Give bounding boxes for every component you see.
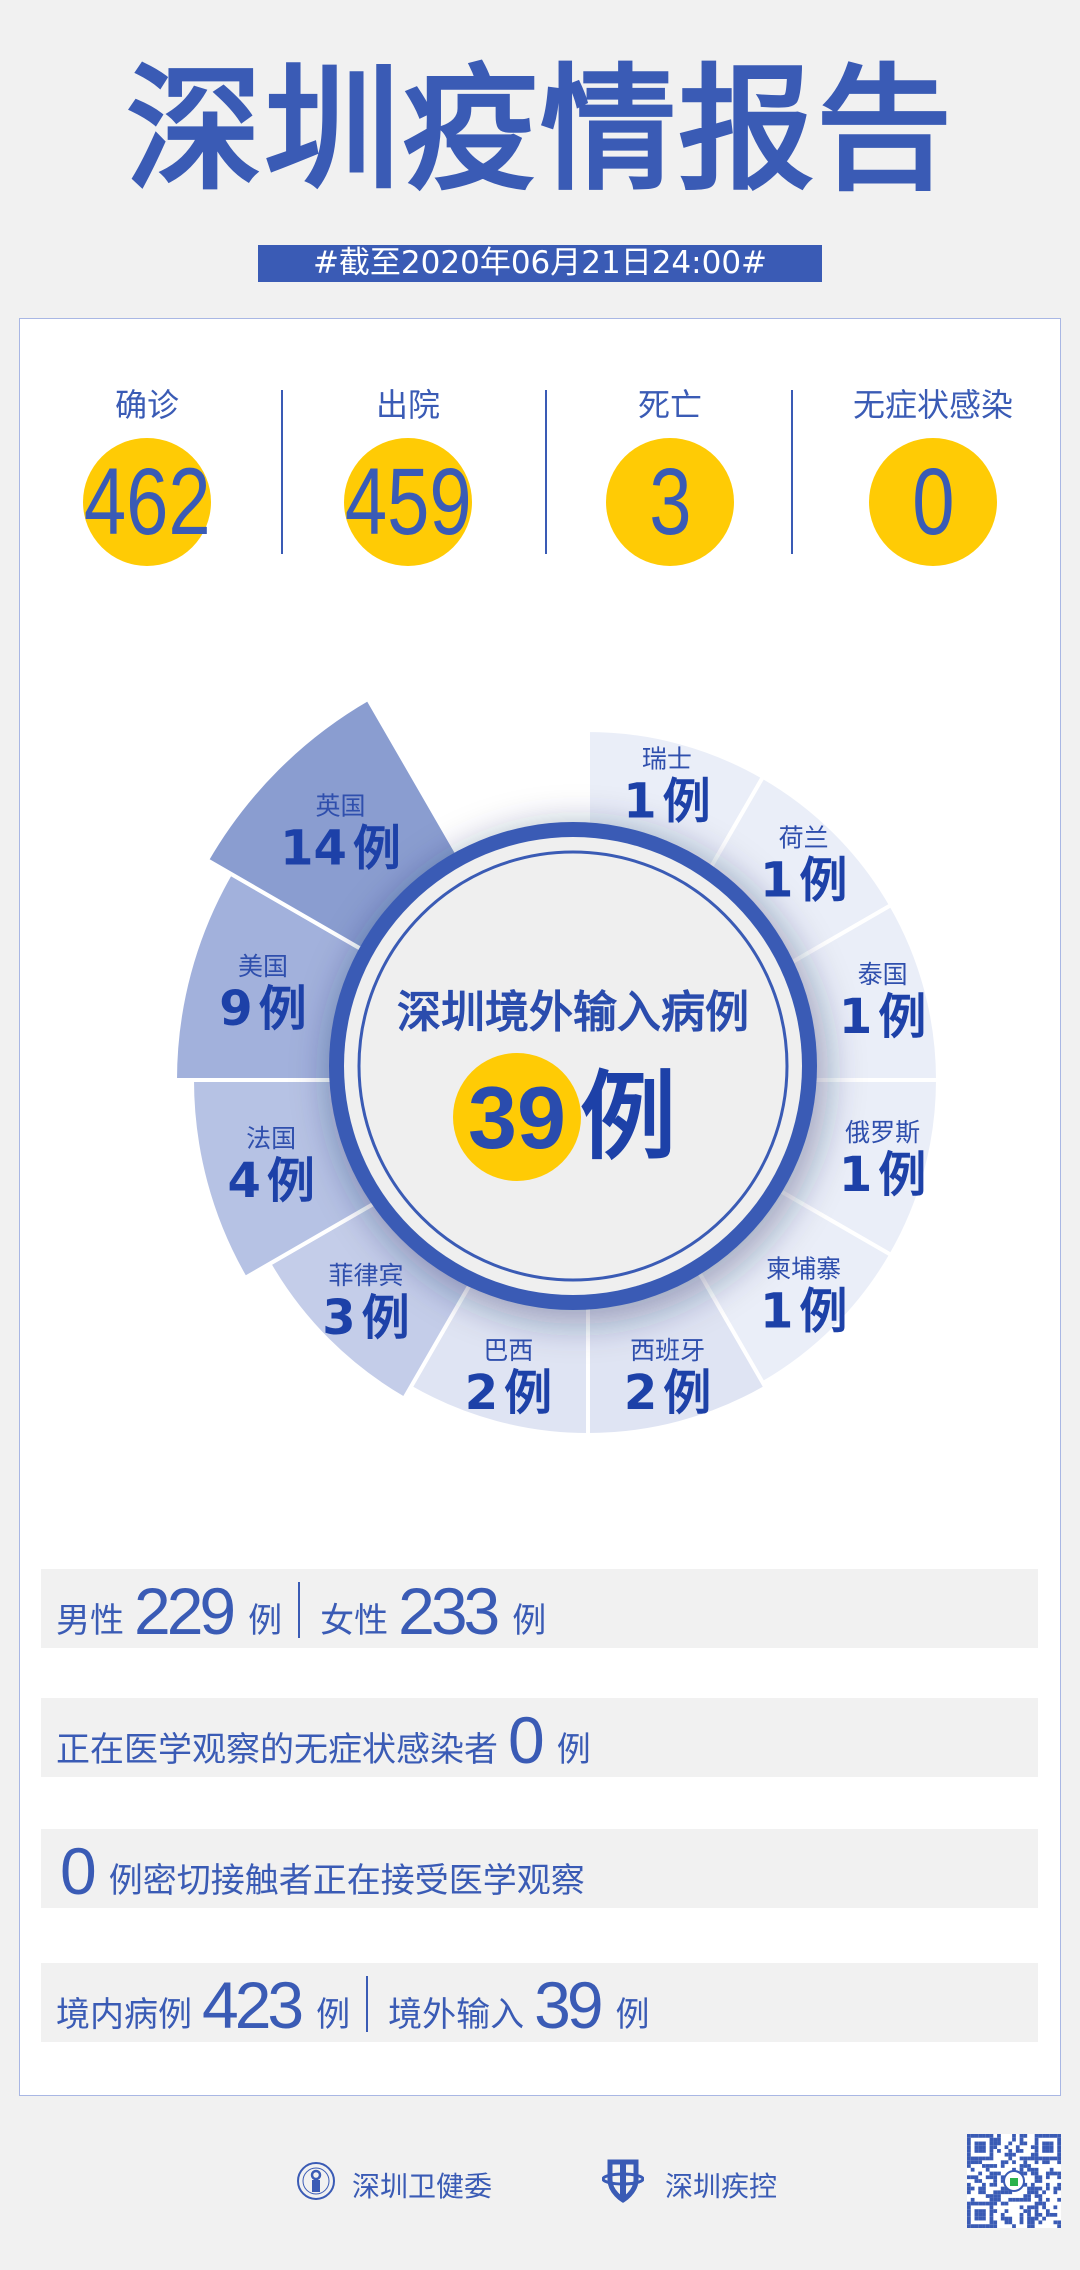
segment-country-label: 法国: [246, 1124, 296, 1153]
segment-value: 2: [465, 1365, 498, 1421]
total-badge: [453, 1053, 581, 1181]
segment-country-label: 瑞士: [642, 744, 692, 773]
qr-code-icon[interactable]: [967, 2134, 1061, 2228]
segment-unit: 例: [799, 852, 847, 908]
summary-label: 境外输入: [388, 1995, 525, 2035]
stat-value-deaths: 3: [648, 448, 692, 555]
summary-row: 正在医学观察的无症状感染者 0 例: [41, 1698, 1038, 1777]
summary-unit: 例: [248, 1601, 283, 1641]
segment-country-label: 荷兰: [779, 823, 829, 852]
segment-unit: 例: [259, 981, 307, 1037]
summary-label: 境内病例: [56, 1995, 192, 2035]
summary-num: 0: [60, 1833, 97, 1908]
stat-value-asymptomatic: 0: [911, 448, 955, 555]
summary-label: 正在医学观察的无症状感染者: [56, 1730, 498, 1770]
summary-unit: 例: [556, 1730, 591, 1770]
stat-label-deaths: 死亡: [637, 386, 702, 424]
summary-num: 39: [534, 1967, 603, 2042]
page-title: 深圳疫情报告: [126, 52, 954, 210]
stat-badge-deaths: 3: [606, 438, 734, 566]
segment-unit: 例: [504, 1365, 552, 1421]
segment-unit: 例: [878, 1147, 926, 1203]
segment-country-label: 柬埔寨: [766, 1255, 841, 1284]
segment-country-label: 泰国: [858, 960, 908, 989]
segment-unit: 例: [663, 773, 711, 829]
summary-num: 0: [508, 1702, 545, 1777]
summary-label: 例密切接触者正在接受医学观察: [108, 1861, 585, 1901]
summary-num: 233: [398, 1573, 500, 1648]
stat-label-discharged: 出院: [375, 386, 440, 424]
summary-num: 423: [202, 1967, 304, 2042]
summary-row: 境内病例 423 例境外输入 39 例: [41, 1963, 1038, 2042]
stat-value-confirmed: 462: [83, 448, 211, 555]
segment-unit: 例: [353, 821, 401, 877]
stat-label-asymptomatic: 无症状感染: [852, 386, 1013, 424]
segment-value: 1: [760, 852, 793, 908]
cdc-shield-icon: [602, 2159, 644, 2203]
segment-value: 1: [839, 989, 872, 1045]
segment-value: 14: [280, 821, 347, 877]
segment-unit: 例: [362, 1290, 410, 1346]
center-inner-ring: [357, 850, 789, 1282]
segment-value-label: 14 例: [280, 821, 401, 877]
segment-unit: 例: [799, 1284, 847, 1340]
stat-value-discharged: 459: [344, 448, 472, 555]
segment-country-label: 美国: [238, 952, 288, 981]
summary-row: 0 例密切接触者正在接受医学观察: [41, 1829, 1038, 1908]
segment-country-label: 西班牙: [630, 1336, 705, 1365]
center-title: 深圳境外输入病例: [397, 987, 749, 1038]
center-total: 39: [468, 1068, 566, 1167]
divider: [281, 390, 283, 554]
summary-unit: 例: [512, 1601, 547, 1641]
date-banner: #截至2020年06月21日24:00#: [258, 245, 822, 282]
center-total-unit: 例: [580, 1061, 676, 1173]
segment-country-label: 英国: [316, 792, 366, 821]
summary-unit: 例: [615, 1995, 650, 2035]
segment-country-label: 巴西: [483, 1336, 533, 1365]
divider: [545, 390, 547, 554]
segment-value: 2: [624, 1365, 657, 1421]
segment-value: 1: [623, 773, 656, 829]
org-name-cdc: 深圳疾控: [665, 2170, 778, 2203]
segment-unit: 例: [878, 989, 926, 1045]
health-commission-emblem-icon: [297, 2162, 335, 2200]
segment-value: 3: [322, 1290, 355, 1346]
org-name-health-commission: 深圳卫健委: [352, 2170, 493, 2203]
stat-badge-asymptomatic: 0: [869, 438, 997, 566]
summary-num: 229: [134, 1573, 236, 1648]
stat-badge-confirmed: 462: [83, 438, 211, 566]
summary-label: 女性: [320, 1601, 389, 1641]
segment-value: 9: [219, 981, 252, 1037]
segment-country-label: 俄罗斯: [845, 1118, 920, 1147]
segment-value: 1: [839, 1147, 872, 1203]
divider: [366, 1976, 369, 2032]
segment-unit: 例: [267, 1153, 315, 1209]
center-disc: [344, 837, 802, 1295]
segment-unit: 例: [663, 1365, 711, 1421]
segment-value: 1: [760, 1284, 793, 1340]
stat-badge-discharged: 459: [344, 438, 472, 566]
stat-label-confirmed: 确诊: [114, 386, 179, 424]
divider: [791, 390, 793, 554]
segment-country-label: 菲律宾: [328, 1261, 403, 1290]
summary-unit: 例: [316, 1995, 351, 2035]
summary-row: 男性 229 例女性 233 例: [41, 1569, 1038, 1648]
divider: [298, 1582, 301, 1638]
summary-label: 男性: [56, 1601, 124, 1641]
segment-value: 4: [227, 1153, 260, 1209]
